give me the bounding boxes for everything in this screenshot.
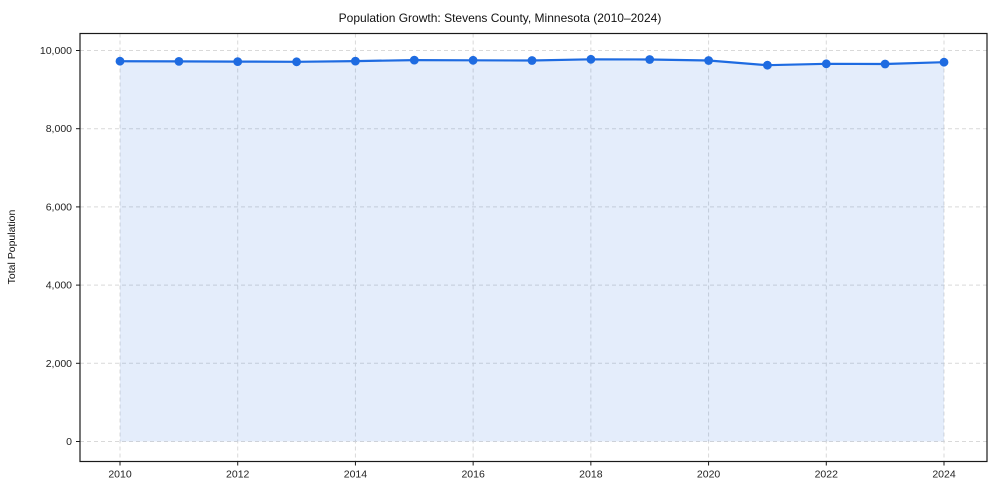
x-tick-label: 2014 — [344, 469, 368, 481]
y-tick-label: 0 — [66, 436, 72, 448]
x-tick-label: 2010 — [108, 469, 132, 481]
data-point — [351, 56, 360, 66]
data-point — [763, 60, 772, 70]
data-point — [115, 56, 125, 66]
x-tick-label: 2022 — [815, 469, 839, 481]
y-tick-label: 8,000 — [46, 123, 72, 135]
data-point — [704, 56, 713, 65]
plot-frame — [79, 32, 988, 463]
data-point — [939, 57, 949, 67]
data-point — [468, 55, 478, 65]
area-fill — [120, 59, 944, 442]
data-point — [880, 59, 890, 69]
y-tick-label: 6,000 — [46, 201, 72, 213]
y-axis-label: Total Population — [6, 209, 18, 285]
data-point — [821, 59, 831, 69]
data-point — [233, 57, 243, 66]
x-tick-label: 2018 — [579, 469, 603, 481]
x-tick-label: 2012 — [226, 469, 250, 481]
x-tick-label: 2020 — [697, 469, 721, 481]
data-point — [292, 57, 301, 67]
data-point — [174, 57, 184, 66]
y-tick-label: 10,000 — [40, 45, 72, 57]
y-tick-label: 4,000 — [46, 280, 72, 292]
data-point — [645, 55, 655, 64]
y-tick-label: 2,000 — [46, 358, 72, 370]
data-point — [586, 54, 596, 64]
data-point — [409, 55, 419, 65]
data-point — [527, 56, 537, 65]
x-tick-label: 2016 — [461, 469, 485, 481]
chart-title: Population Growth: Stevens County, Minne… — [338, 11, 662, 25]
x-tick-label: 2024 — [932, 469, 956, 481]
